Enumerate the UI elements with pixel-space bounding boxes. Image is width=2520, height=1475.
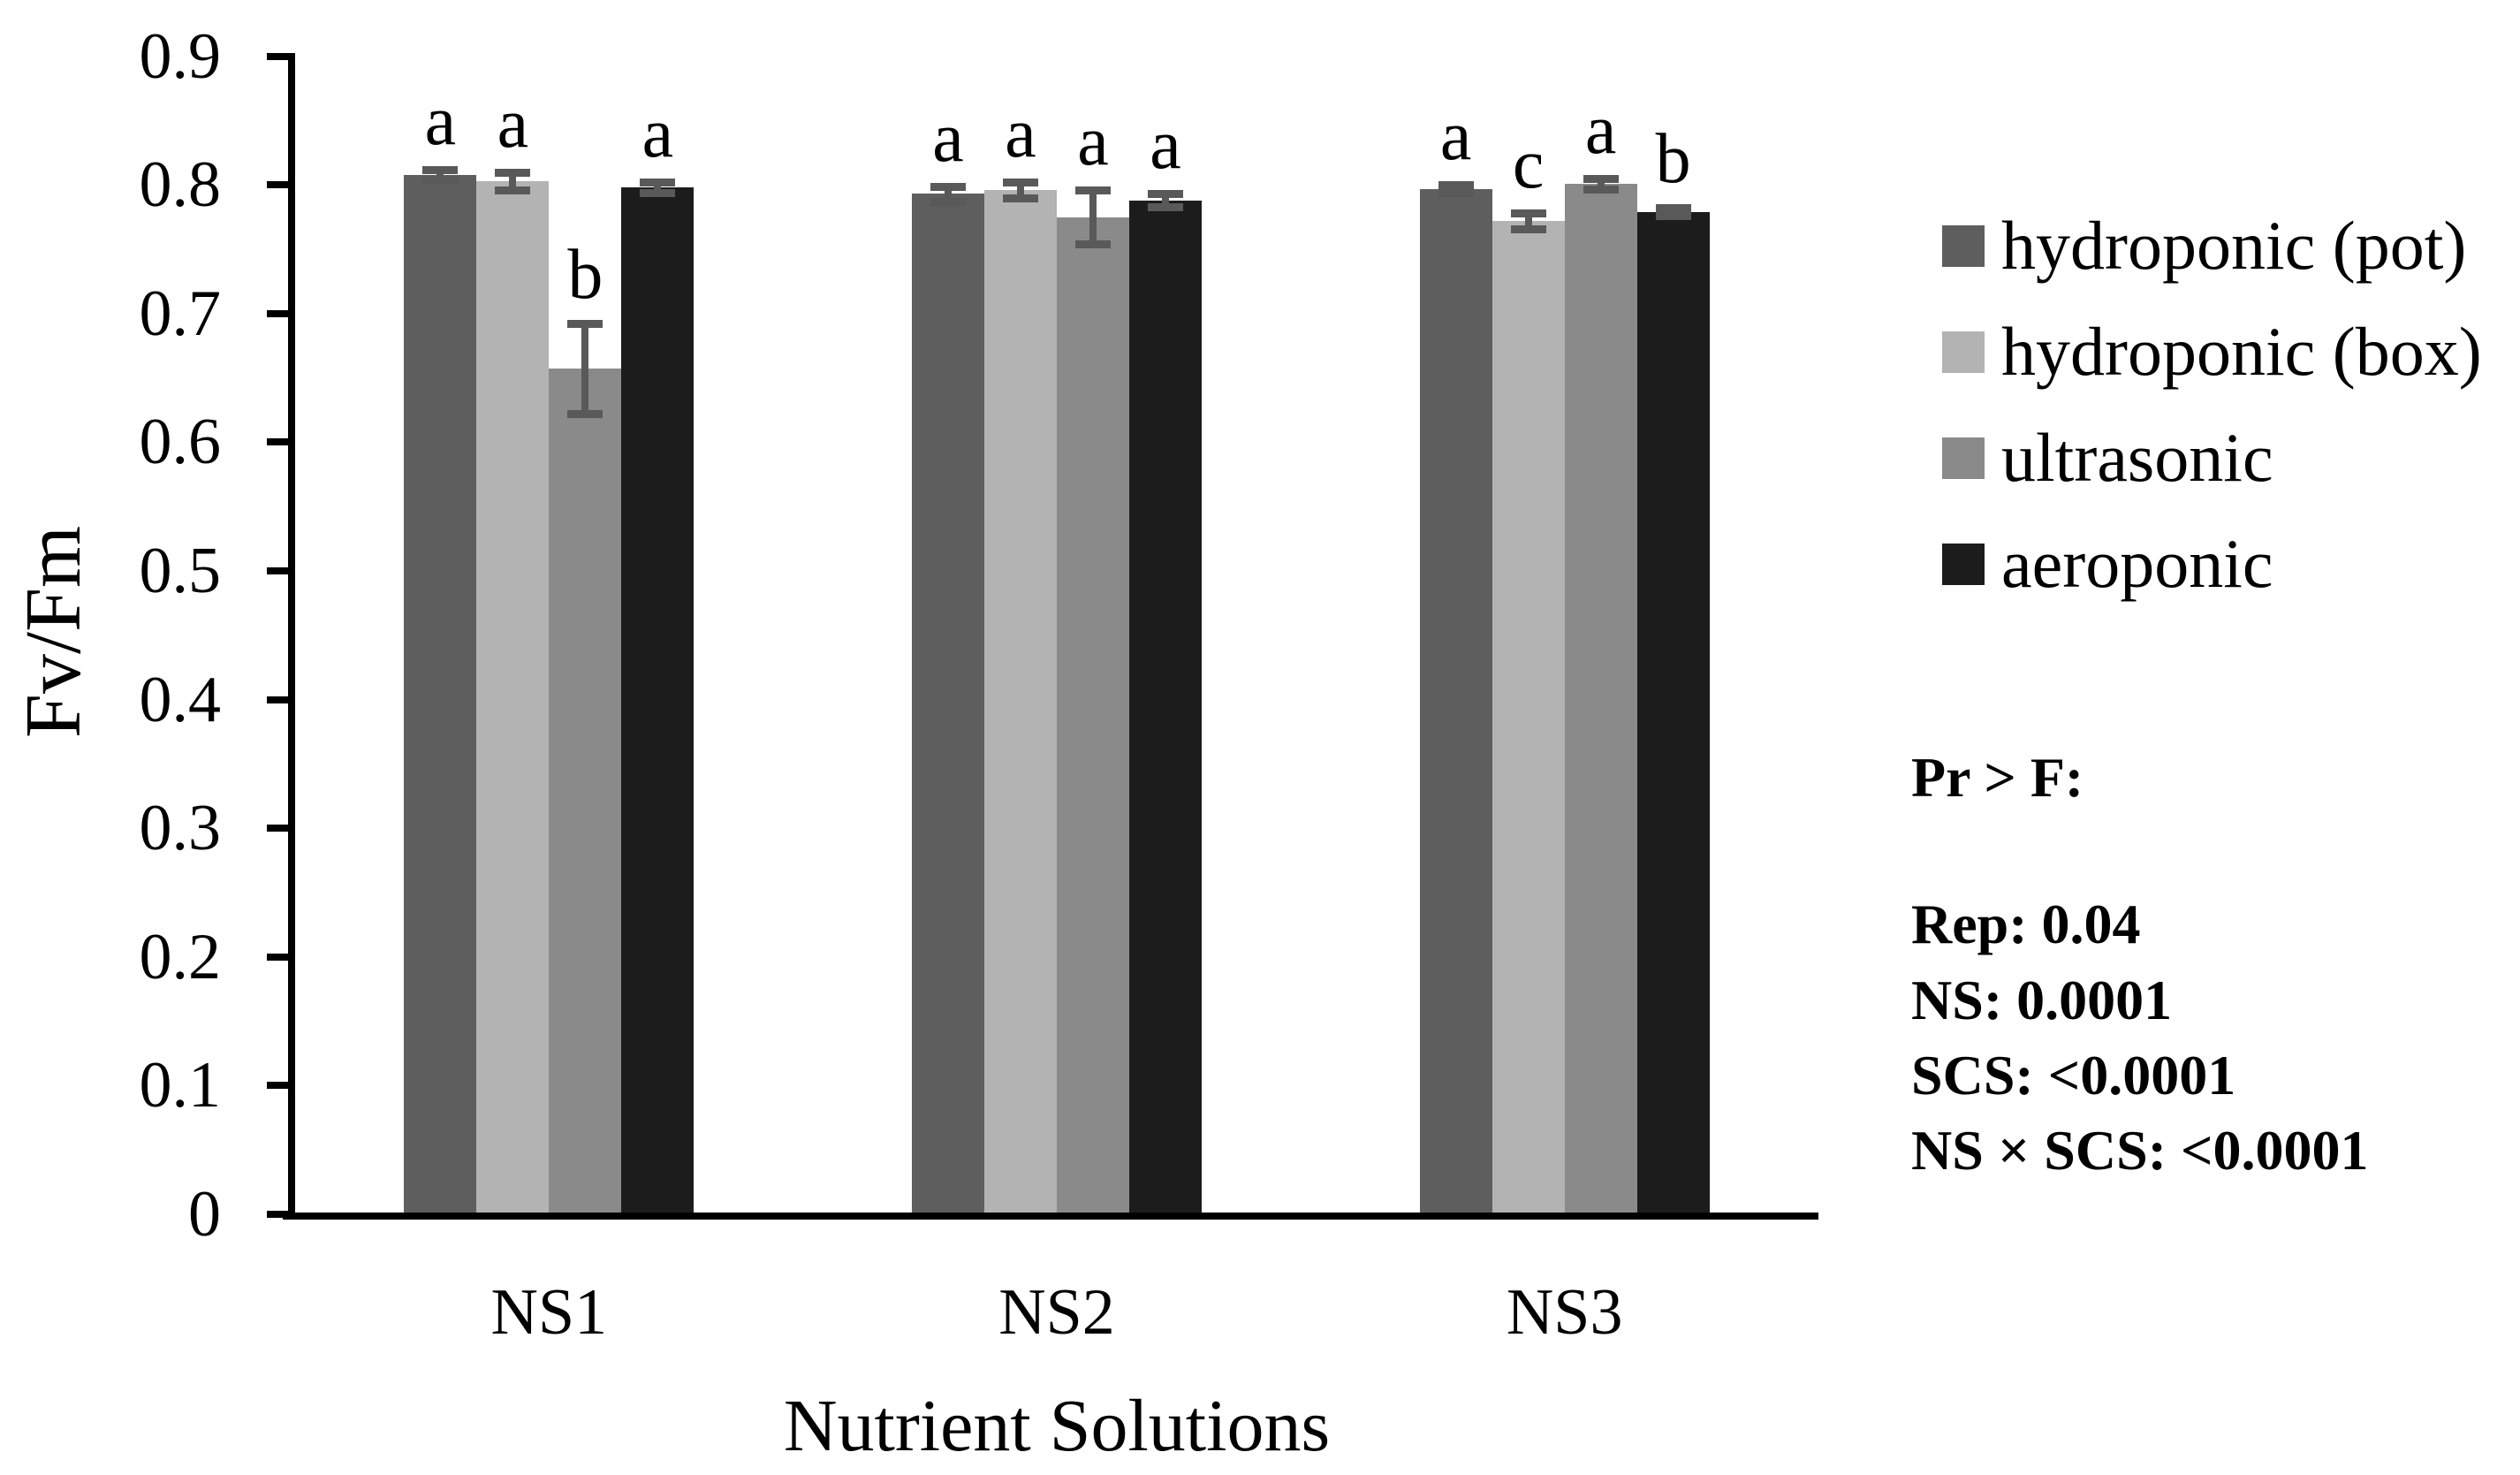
- x-axis-line: [283, 1213, 1818, 1220]
- bar-ns2-ultrasonic: [1057, 217, 1129, 1213]
- y-tick: [267, 438, 288, 446]
- y-tick-label: 0.2: [139, 920, 222, 993]
- error-bar-stem: [1017, 182, 1024, 198]
- error-bar-cap-top: [1655, 204, 1691, 213]
- y-tick-label: 0.4: [139, 663, 222, 736]
- significance-letter: a: [1584, 90, 1617, 169]
- significance-letter: a: [1439, 97, 1472, 176]
- error-bar-stem: [945, 186, 952, 202]
- error-bar-cap-bottom: [1003, 194, 1038, 202]
- error-bar-cap-top: [1510, 209, 1546, 218]
- error-bar-cap-bottom: [422, 176, 459, 185]
- y-tick-label: 0: [188, 1178, 221, 1251]
- y-tick: [267, 696, 288, 703]
- bar-ns2-aeroponic: [1129, 200, 1202, 1213]
- x-category-label-ns3: NS3: [1506, 1276, 1623, 1349]
- error-bar-cap-bottom: [1075, 240, 1111, 249]
- significance-letter: a: [1150, 106, 1181, 185]
- y-tick: [267, 181, 288, 189]
- error-bar-cap-top: [930, 182, 966, 191]
- error-bar-stem: [509, 171, 517, 190]
- error-bar-cap-bottom: [1510, 224, 1546, 233]
- y-tick-label: 0.1: [139, 1049, 222, 1122]
- y-tick-label: 0.6: [139, 406, 222, 479]
- error-bar-cap-top: [495, 168, 531, 177]
- y-tick: [267, 825, 288, 833]
- y-axis-line: [288, 52, 295, 1220]
- bar-ns2-hydroponic-pot: [912, 194, 984, 1213]
- significance-letter: b: [1655, 120, 1691, 199]
- error-bar-cap-bottom: [1655, 212, 1691, 221]
- error-bar-cap-bottom: [1148, 202, 1183, 211]
- y-tick-label: 0.8: [139, 148, 222, 222]
- error-bar-cap-top: [1148, 190, 1183, 199]
- error-bar-cap-bottom: [1583, 185, 1619, 194]
- y-tick: [267, 309, 288, 317]
- y-tick: [267, 567, 288, 574]
- error-bar-cap-bottom: [495, 186, 531, 195]
- stats-line: SCS: <0.0001: [1911, 1044, 2236, 1106]
- y-tick-label: 0.7: [139, 277, 222, 350]
- error-bar-cap-top: [1583, 174, 1619, 183]
- error-bar-stem: [436, 169, 444, 180]
- error-bar-stem: [1524, 213, 1532, 229]
- error-bar-cap-bottom: [1438, 188, 1474, 197]
- error-bar-cap-top: [1075, 186, 1111, 195]
- significance-letter: a: [1077, 103, 1109, 181]
- y-tick: [267, 1082, 288, 1090]
- bar-ns3-ultrasonic: [1564, 183, 1637, 1213]
- error-bar-stem: [1089, 190, 1097, 245]
- significance-letter: a: [424, 81, 457, 160]
- error-bar-stem: [1162, 194, 1169, 207]
- error-bar-cap-bottom: [640, 188, 676, 197]
- y-tick-label: 0.5: [139, 535, 222, 607]
- x-axis-title: Nutrient Solutions: [783, 1385, 1331, 1467]
- y-tick: [267, 953, 288, 961]
- error-bar-cap-top: [1438, 181, 1474, 190]
- bar-ns3-hydroponic-pot: [1419, 188, 1492, 1213]
- y-tick: [267, 1211, 288, 1218]
- x-category-label-ns1: NS1: [490, 1276, 608, 1349]
- significance-letter: a: [932, 98, 964, 177]
- x-category-label-ns2: NS2: [998, 1276, 1115, 1349]
- stats-line: Rep: 0.04: [1911, 893, 2141, 955]
- bar-ns1-ultrasonic: [549, 369, 622, 1213]
- significance-letter: a: [497, 84, 529, 163]
- bar-ns2-hydroponic-box: [984, 190, 1057, 1213]
- error-bar-cap-bottom: [567, 410, 603, 419]
- bar-ns3-aeroponic: [1636, 211, 1710, 1213]
- error-bar-stem: [581, 323, 589, 414]
- error-bar-cap-top: [640, 179, 676, 187]
- error-bar-stem: [654, 182, 662, 193]
- bar-ns1-hydroponic-pot: [404, 174, 477, 1213]
- stats-line: NS: 0.0001: [1911, 969, 2173, 1031]
- significance-letter: b: [567, 236, 603, 315]
- error-bar-cap-top: [567, 320, 603, 329]
- error-bar-cap-top: [1003, 179, 1038, 187]
- stats-line: NS × SCS: <0.0001: [1911, 1119, 2369, 1182]
- error-bar-stem: [1597, 178, 1605, 189]
- bar-ns3-hydroponic-box: [1492, 220, 1565, 1213]
- significance-letter: a: [1005, 95, 1036, 173]
- y-tick-label: 0.3: [139, 792, 222, 865]
- stats-heading: Pr > F:: [1911, 746, 2084, 809]
- error-bar-cap-bottom: [930, 198, 966, 207]
- error-bar-cap-top: [422, 165, 459, 174]
- bar-ns1-hydroponic-box: [476, 180, 550, 1213]
- significance-letter: c: [1512, 125, 1545, 204]
- y-tick-label: 0.9: [139, 19, 222, 93]
- y-tick: [267, 52, 288, 60]
- bar-ns1-aeroponic: [621, 187, 695, 1213]
- significance-letter: a: [641, 95, 674, 173]
